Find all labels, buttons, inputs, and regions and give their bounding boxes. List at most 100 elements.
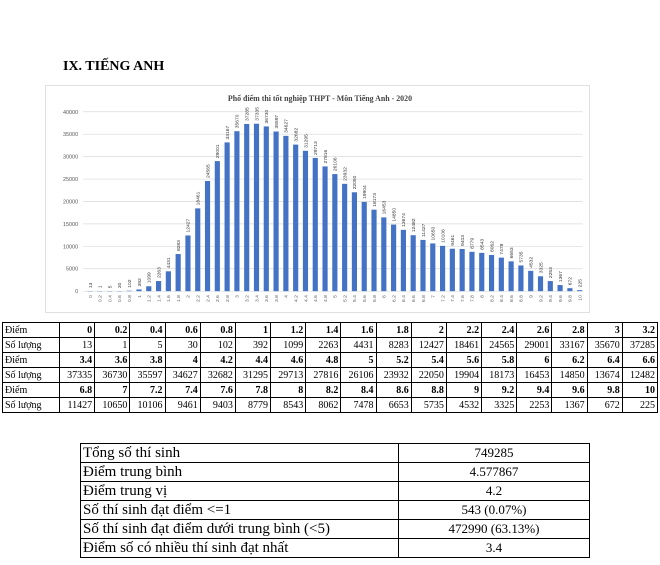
score-cell: 8.4 [340, 382, 377, 398]
x-tick-label: 7.6 [460, 295, 466, 302]
summary-label: Số thí sinh đạt điểm dưới trung bình (<5… [80, 519, 399, 539]
score-cell: 2.6 [516, 322, 553, 338]
bar-value-label: 11427 [421, 223, 427, 237]
count-cell: 8062 [305, 397, 342, 413]
bar-value-label: 6653 [509, 247, 515, 258]
bar [185, 235, 191, 292]
bar [244, 123, 250, 292]
bar-value-label: 12482 [411, 218, 417, 232]
bar [283, 135, 289, 292]
score-cell: 4.2 [199, 352, 236, 368]
bar [273, 131, 279, 292]
count-cell: 31295 [234, 367, 272, 383]
score-cell: 6.8 [58, 382, 96, 398]
bar-value-label: 8062 [489, 241, 495, 252]
score-cell: 3.8 [129, 352, 166, 368]
x-tick-label: 1.4 [156, 295, 162, 302]
count-cell: 225 [621, 397, 659, 413]
summary-value: 543 (0.07%) [398, 500, 590, 520]
y-tick-label: 15000 [63, 222, 78, 228]
x-tick-label: 6.4 [401, 295, 407, 302]
score-cell: 4.6 [270, 352, 307, 368]
bar-value-label: 31295 [303, 134, 309, 148]
x-tick-label: 2 [186, 295, 192, 298]
score-cell: 0.2 [94, 322, 131, 338]
bar-value-label: 22050 [352, 175, 358, 189]
bar-value-label: 392 [137, 278, 143, 286]
bar [342, 183, 348, 292]
bar-value-label: 13674 [401, 213, 407, 227]
count-cell: 1099 [270, 337, 307, 353]
count-cell: 23932 [375, 367, 412, 383]
count-cell: 6653 [375, 397, 412, 413]
summary-row: Điểm số có nhiều thí sinh đạt nhất 3.4 [80, 538, 590, 558]
score-cell: 9.2 [481, 382, 518, 398]
bar [312, 157, 318, 292]
count-cell: 9403 [199, 397, 236, 413]
x-tick-label: 0.2 [98, 295, 104, 302]
bar-value-label: 26106 [333, 157, 339, 171]
x-tick-label: 1 [137, 295, 143, 298]
x-tick-label: 8.6 [509, 295, 515, 302]
score-cell: 0.6 [164, 322, 201, 338]
count-cell: 30 [164, 337, 201, 353]
bar-value-label: 35670 [235, 114, 241, 128]
count-cell: 10650 [94, 397, 131, 413]
summary-value: 472990 (63.13%) [398, 519, 590, 539]
bar [439, 245, 446, 292]
x-tick-label: 2.2 [196, 295, 202, 302]
summary-row: Tổng số thí sinh 749285 [80, 443, 590, 463]
count-cell: 1367 [551, 397, 588, 413]
count-cell: 1 [94, 337, 131, 353]
bar [175, 254, 181, 292]
count-cell: 35670 [586, 337, 623, 353]
score-cell: 8.2 [305, 382, 342, 398]
bar-value-label: 102 [127, 279, 133, 287]
count-cell: 29713 [270, 367, 307, 383]
x-tick-label: 4.4 [303, 295, 309, 302]
bar-value-label: 37335 [254, 107, 260, 121]
x-tick-label: 4.2 [293, 295, 299, 302]
bar [430, 243, 436, 292]
chart-title: Phổ điểm thi tốt nghiệp THPT - Môn Tiếng… [228, 94, 412, 103]
score-cell: 8.6 [375, 382, 412, 398]
x-tick-label: 3.8 [274, 295, 280, 302]
summary-table: Tổng số thí sinh 749285 Điểm trung bình 4.5… [80, 443, 590, 558]
score-cell: 5.6 [445, 352, 483, 368]
summary-row: Điểm trung bình 4.577867 [80, 462, 590, 482]
x-tick-label: 0.4 [107, 295, 113, 302]
count-cell: 26106 [340, 367, 377, 383]
bar [293, 144, 299, 292]
score-cell: 6.4 [586, 352, 623, 368]
bar-value-label: 4431 [166, 257, 172, 268]
count-cell: 12482 [621, 367, 659, 383]
score-cell: 5.2 [375, 352, 412, 368]
count-cell: 18173 [481, 367, 518, 383]
x-tick-label: 7.8 [470, 295, 476, 302]
score-cell: 0.4 [129, 322, 166, 338]
bar [371, 209, 377, 292]
bar [322, 166, 328, 292]
bar-value-label: 12427 [186, 218, 192, 232]
bar-value-label: 10106 [440, 229, 446, 243]
x-tick-label: 0.6 [117, 295, 123, 302]
bar-value-label: 8543 [480, 239, 486, 250]
score-cell: 5 [340, 352, 377, 368]
score-cell: 9 [445, 382, 483, 398]
score-cell: 2.4 [481, 322, 518, 338]
bar-value-label: 9403 [460, 235, 466, 246]
bar [214, 161, 220, 292]
x-tick-label: 8 [480, 295, 486, 298]
table-row: Số lượng 13 1 5 30 102 392 1099 2263 4431 8283 1242… [2, 337, 659, 353]
x-tick-label: 0.8 [127, 295, 133, 302]
x-tick-label: 8.2 [489, 295, 495, 302]
summary-row: Số thí sinh đạt điểm <=1 543 (0.07%) [80, 500, 590, 520]
score-cell: 6 [516, 352, 553, 368]
score-cell: 3.6 [94, 352, 131, 368]
y-tick-label: 30000 [63, 155, 78, 161]
x-tick-label: 3.2 [244, 295, 250, 302]
summary-value: 4.577867 [398, 462, 590, 482]
x-tick-label: 1.8 [176, 295, 182, 302]
y-tick-label: 5000 [66, 267, 78, 273]
bar [204, 181, 211, 292]
